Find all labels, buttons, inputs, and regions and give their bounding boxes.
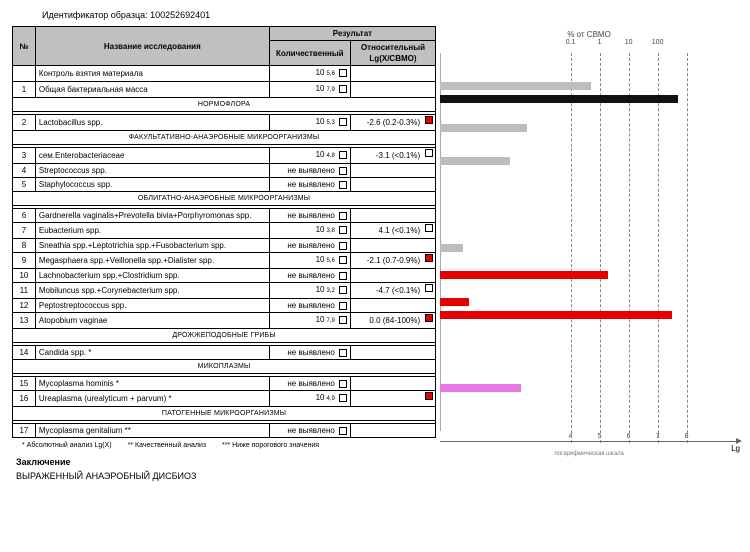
- section-row: НОРМОФЛОРА: [13, 98, 436, 112]
- flag-icon: [425, 284, 433, 292]
- col-num: №: [13, 27, 36, 66]
- table-row: 11 Mobiluncus spp.+Corynebacterium spp. …: [13, 283, 436, 299]
- checkbox-icon: [339, 272, 347, 280]
- table-row: 1 Общая бактериальная масса 107,9: [13, 82, 436, 98]
- footnote: * Абсолютный анализ Lg(X) ** Качественны…: [12, 442, 436, 449]
- chart-grid: 0.1110100 45678 Lg логарифмическая шкала: [440, 39, 738, 443]
- checkbox-icon: [339, 380, 347, 388]
- checkbox-icon: [339, 118, 347, 126]
- table-row: 9 Megasphaera spp.+Veillonella spp.+Dial…: [13, 253, 436, 269]
- section-row: МИКОПЛАЗМЫ: [13, 360, 436, 374]
- chart-title: % от СВМО: [440, 26, 738, 39]
- chart-bar: [440, 244, 463, 252]
- table-row: 10 Lachnobacterium spp.+Clostridium spp.…: [13, 269, 436, 283]
- chart-bar: [440, 311, 672, 319]
- chart-bar: [440, 157, 510, 165]
- col-quant: Количественный: [269, 41, 350, 66]
- col-name: Название исследования: [35, 27, 269, 66]
- chart-bar: [440, 271, 608, 279]
- chart-bar: [440, 82, 591, 90]
- chart-bar: [440, 95, 678, 103]
- table-row: 6 Gardnerella vaginalis+Prevotella bivia…: [13, 209, 436, 223]
- table-row: 17 Mycoplasma genitalium ** не выявлено: [13, 424, 436, 438]
- table-row: 15 Mycoplasma hominis * не выявлено: [13, 377, 436, 391]
- checkbox-icon: [339, 69, 347, 77]
- table-row: 13 Atopobium vaginae 107,9 0.0 (84-100%): [13, 313, 436, 329]
- y-axis: [440, 53, 441, 431]
- checkbox-icon: [339, 394, 347, 402]
- section-row: ОБЛИГАТНО-АНАЭРОБНЫЕ МИКРООРГАНИЗМЫ: [13, 192, 436, 206]
- table-row: 14 Candida spp. * не выявлено: [13, 346, 436, 360]
- checkbox-icon: [339, 242, 347, 250]
- table-row: 16 Ureaplasma (urealyticum + parvum) * 1…: [13, 391, 436, 407]
- table-area: № Название исследования Результат Количе…: [12, 26, 436, 481]
- flag-icon: [425, 392, 433, 400]
- checkbox-icon: [339, 167, 347, 175]
- chart-bar: [440, 384, 521, 392]
- checkbox-icon: [339, 151, 347, 159]
- flag-icon: [425, 314, 433, 322]
- chart-bar: [440, 124, 527, 132]
- header-row-1: № Название исследования Результат: [13, 27, 436, 41]
- section-row: ДРОЖЖЕПОДОБНЫЕ ГРИБЫ: [13, 329, 436, 343]
- table-row: 12 Peptostreptococcus spp. не выявлено: [13, 299, 436, 313]
- chart-area: % от СВМО 0.1110100 45678 Lg логарифмиче…: [438, 26, 738, 481]
- section-row: ФАКУЛЬТАТИВНО-АНАЭРОБНЫЕ МИКРООРГАНИЗМЫ: [13, 131, 436, 145]
- table-row: Контроль взятия материала 105,6: [13, 66, 436, 82]
- checkbox-icon: [339, 302, 347, 310]
- section-row: ПАТОГЕННЫЕ МИКРООРГАНИЗМЫ: [13, 407, 436, 421]
- col-result: Результат: [269, 27, 435, 41]
- flag-icon: [425, 116, 433, 124]
- sample-id: Идентификатор образца: 100252692401: [12, 10, 738, 20]
- checkbox-icon: [339, 286, 347, 294]
- checkbox-icon: [339, 212, 347, 220]
- x-axis: [440, 441, 738, 442]
- checkbox-icon: [339, 316, 347, 324]
- checkbox-icon: [339, 427, 347, 435]
- conclusion-heading: Заключение: [12, 457, 436, 467]
- col-rel: Относительный Lg(X/СВМО): [350, 41, 435, 66]
- checkbox-icon: [339, 85, 347, 93]
- checkbox-icon: [339, 181, 347, 189]
- lab-report: Идентификатор образца: 100252692401 № На…: [0, 0, 750, 552]
- flag-icon: [425, 254, 433, 262]
- scale-caption: логарифмическая шкала: [440, 451, 738, 457]
- results-table: № Название исследования Результат Количе…: [12, 26, 436, 438]
- table-row: 4 Streptococcus spp. не выявлено: [13, 164, 436, 178]
- flag-icon: [425, 224, 433, 232]
- checkbox-icon: [339, 256, 347, 264]
- flag-icon: [425, 149, 433, 157]
- table-row: 3 сем.Enterobacteriaceae 104,8 -3.1 (<0.…: [13, 148, 436, 164]
- table-row: 5 Staphylococcus spp. не выявлено: [13, 178, 436, 192]
- checkbox-icon: [339, 226, 347, 234]
- conclusion-text: ВЫРАЖЕННЫЙ АНАЭРОБНЫЙ ДИСБИОЗ: [12, 471, 436, 481]
- table-row: 7 Eubacterium spp. 103,8 4.1 (<0.1%): [13, 223, 436, 239]
- table-row: 8 Sneathia spp.+Leptotrichia spp.+Fusoba…: [13, 239, 436, 253]
- table-row: 2 Lactobacillus spp. 105,3 -2.6 (0.2-0.3…: [13, 115, 436, 131]
- checkbox-icon: [339, 349, 347, 357]
- chart-bar: [440, 298, 469, 306]
- content: № Название исследования Результат Количе…: [12, 26, 738, 481]
